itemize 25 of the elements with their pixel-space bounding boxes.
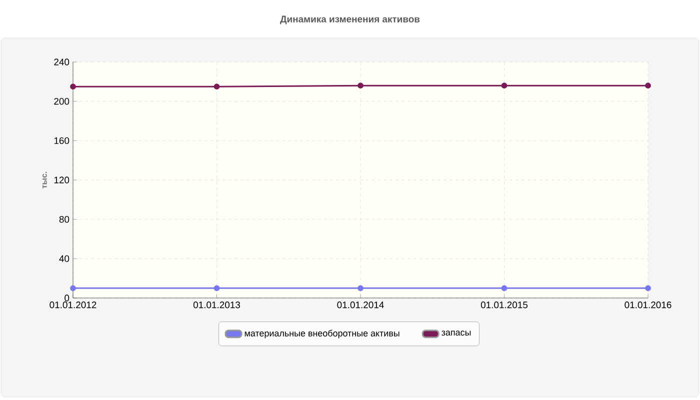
y-tick-label: 200 bbox=[54, 98, 70, 105]
point bbox=[645, 285, 651, 292]
point bbox=[214, 285, 220, 292]
y-tick-label: 240 bbox=[54, 58, 70, 66]
point bbox=[501, 285, 508, 292]
y-tick-label: 80 bbox=[59, 216, 70, 223]
point bbox=[70, 285, 76, 292]
point bbox=[358, 285, 364, 292]
chart-title: Динамика изменения активов bbox=[280, 16, 420, 24]
y-tick-label: 40 bbox=[59, 255, 70, 262]
x-tick-label: 01.01.2016 bbox=[624, 302, 672, 308]
point bbox=[645, 82, 651, 89]
legend-label: запасы bbox=[442, 330, 471, 336]
point bbox=[70, 84, 76, 90]
point bbox=[214, 84, 220, 90]
x-tick-label: 01.01.2012 bbox=[50, 302, 96, 308]
x-tick-label: 01.01.2015 bbox=[480, 302, 528, 308]
x-tick-label: 01.01.2014 bbox=[337, 302, 384, 308]
point bbox=[358, 82, 364, 89]
x-tick-label: 01.01.2013 bbox=[193, 302, 240, 308]
y-tick-label: 0 bbox=[64, 294, 70, 302]
y-tick-label: 120 bbox=[54, 176, 70, 184]
legend-label: материальные внеоборотные активы bbox=[244, 330, 400, 338]
y-tick-label: 160 bbox=[54, 137, 70, 144]
point bbox=[501, 82, 508, 89]
